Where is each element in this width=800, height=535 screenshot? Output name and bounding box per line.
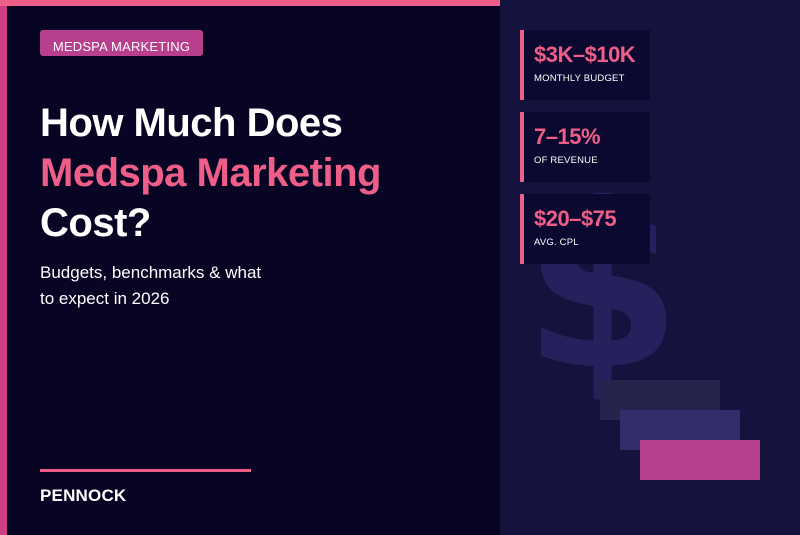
stat-value: $3K–$10K <box>534 42 636 67</box>
stat-card-revenue-share: 7–15% Of revenue <box>520 112 650 182</box>
left-accent-stripe <box>0 0 7 535</box>
stat-label: Of revenue <box>534 155 598 166</box>
subtitle: Budgets, benchmarks & what to expect in … <box>40 260 325 312</box>
decorative-step-3 <box>640 440 760 480</box>
subtitle-line-1: Budgets, benchmarks & what <box>40 263 262 282</box>
stat-label: Avg. CPL <box>534 237 579 248</box>
headline-line-1: How Much Does <box>40 101 343 145</box>
category-badge: MEDSPA MARKETING <box>40 30 203 56</box>
top-accent-stripe <box>0 0 500 6</box>
stat-value: 7–15% <box>534 124 601 149</box>
brand-name: PENNOCK <box>40 486 127 505</box>
headline: How Much Does Medspa Marketing Cost? <box>40 98 470 248</box>
left-panel <box>0 0 500 535</box>
subtitle-line-2: to expect in 2026 <box>40 289 170 308</box>
stat-value: $20–$75 <box>534 206 617 231</box>
stat-card-avg-cpl: $20–$75 Avg. CPL <box>520 194 650 264</box>
brand-divider <box>40 469 251 472</box>
stat-label: Monthly budget <box>534 73 625 84</box>
stat-card-monthly-budget: $3K–$10K Monthly budget <box>520 30 650 100</box>
headline-line-3: Cost? <box>40 201 151 245</box>
headline-highlight: Medspa Marketing <box>40 151 381 195</box>
